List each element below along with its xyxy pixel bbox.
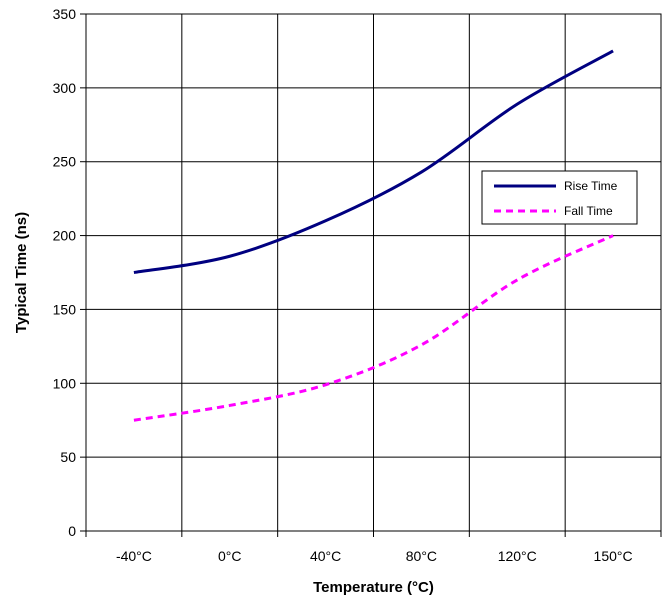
y-tick-label: 200 <box>53 228 77 244</box>
y-tick-label: 100 <box>53 375 77 391</box>
x-tick-label: 80°C <box>406 548 437 564</box>
y-tick-label: 50 <box>60 449 76 465</box>
x-tick-label: 0°C <box>218 548 242 564</box>
y-tick-label: 350 <box>53 6 77 22</box>
x-tick-label: 120°C <box>498 548 537 564</box>
y-tick-label: 150 <box>53 301 77 317</box>
series-lines <box>133 49 614 422</box>
y-tick-label: 250 <box>53 154 77 170</box>
grid <box>86 14 661 531</box>
y-tick-label: 0 <box>68 523 76 539</box>
legend-label-rise-time: Rise Time <box>564 179 618 193</box>
y-axis-title: Typical Time (ns) <box>13 212 30 333</box>
legend-box <box>481 170 638 225</box>
x-axis-title: Temperature (°C) <box>313 579 434 596</box>
series-line-fall-time <box>133 234 614 422</box>
x-tick-label: -40°C <box>116 548 152 564</box>
x-tick-label: 150°C <box>594 548 633 564</box>
axis-ticks: 0 50 100 150 200 250 300 350 -40°C 0°C 40°C 80°C 120… <box>53 6 662 564</box>
legend: Rise Time Fall Time <box>481 170 638 225</box>
y-tick-label: 300 <box>53 80 77 96</box>
legend-label-fall-time: Fall Time <box>564 204 613 218</box>
x-tick-label: 40°C <box>310 548 341 564</box>
series-line-rise-time <box>133 49 614 274</box>
